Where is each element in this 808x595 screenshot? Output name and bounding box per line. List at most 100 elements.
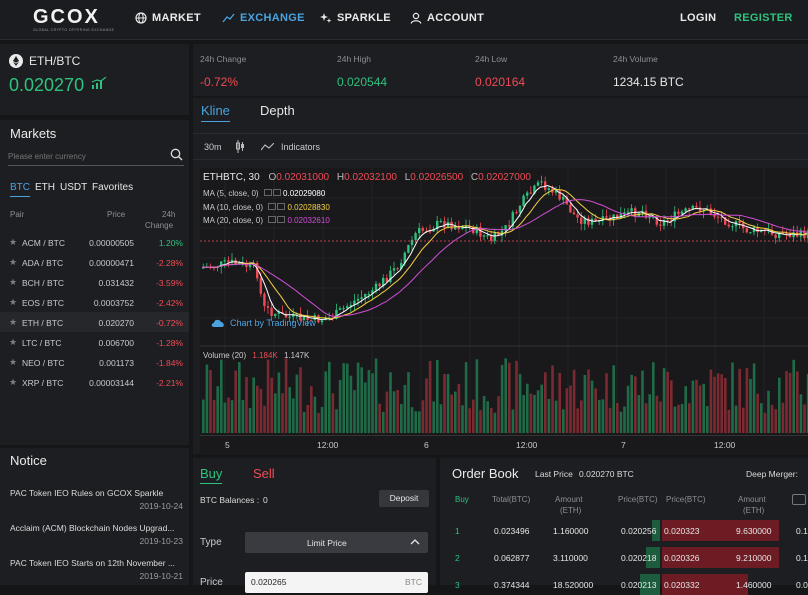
order-book-row[interactable]: 2 0.062877 3.110000 0.020218 0.020326 9.21000… xyxy=(440,547,808,568)
x-tick: 6 xyxy=(424,440,429,450)
ohlc-c-label: C xyxy=(470,172,479,183)
candle-body xyxy=(335,309,338,319)
volume-bar xyxy=(396,390,399,433)
nav-account[interactable]: ACCOUNT xyxy=(410,12,484,24)
order-book-row[interactable]: 1 0.023496 1.160000 0.020256 0.020323 9.63000… xyxy=(440,520,808,541)
market-row[interactable]: ★ ACM / BTC 0.00000505 1.20% xyxy=(0,232,189,252)
volume-bar xyxy=(659,401,662,433)
volume-bar xyxy=(702,383,705,433)
notice-item-title[interactable]: PAC Token IEO Rules on GCOX Sparkle xyxy=(10,488,164,498)
star-icon[interactable]: ★ xyxy=(9,377,18,387)
kline-chart[interactable] xyxy=(200,168,808,453)
volume-bar xyxy=(508,362,511,433)
chart-area[interactable]: ETHBTC, 30 O0.02031000 H0.02032100 L0.02… xyxy=(200,168,808,453)
indicators-button[interactable]: Indicators xyxy=(281,142,321,152)
candle-body xyxy=(446,221,450,228)
volume-bar xyxy=(439,404,443,433)
star-icon[interactable]: ★ xyxy=(9,317,18,327)
volume-bar xyxy=(562,409,565,433)
market-change: -1.84% xyxy=(156,358,183,368)
tab-depth[interactable]: Depth xyxy=(260,103,295,118)
deposit-button[interactable]: Deposit xyxy=(379,490,429,507)
sell-tab[interactable]: Sell xyxy=(253,466,275,481)
volume-bar xyxy=(526,383,529,433)
ob-index: 2 xyxy=(455,553,460,563)
volume-bar xyxy=(382,411,385,433)
candle-body xyxy=(562,196,565,200)
volume-bar xyxy=(760,403,763,433)
nav-sparkle[interactable]: SPARKLE xyxy=(320,12,391,24)
register-link[interactable]: REGISTER xyxy=(734,12,793,24)
volume-bar xyxy=(432,401,435,433)
logo[interactable]: GCOX GLOBAL CRYPTO OFFERING EXCHANGE xyxy=(33,6,117,36)
star-icon[interactable]: ★ xyxy=(9,237,18,247)
ma-label: MA (20, close, 0) xyxy=(203,216,264,225)
price-input[interactable]: 0.020265 BTC xyxy=(245,572,428,593)
volume-bar xyxy=(497,396,500,433)
price-unit: BTC xyxy=(405,577,422,587)
order-type-select[interactable]: Limit Price xyxy=(245,532,428,553)
market-price: 0.00000505 xyxy=(89,238,134,248)
volume-bar xyxy=(558,372,561,433)
star-icon[interactable]: ★ xyxy=(9,297,18,307)
currency-search-input[interactable] xyxy=(8,148,184,166)
market-tab-eth[interactable]: ETH xyxy=(35,182,55,193)
buy-tab[interactable]: Buy xyxy=(200,466,223,484)
volume-bar xyxy=(270,377,273,433)
market-row[interactable]: ★ ETH / BTC 0.020270 -0.72% xyxy=(0,312,189,332)
candle-style-icon[interactable] xyxy=(235,140,245,153)
volume-bar xyxy=(623,406,626,433)
ob-column-toggle[interactable] xyxy=(792,494,806,505)
candle-body xyxy=(360,297,363,299)
candle-body xyxy=(630,208,633,212)
candle-body xyxy=(594,218,597,222)
ob-header-amount-unit: (ETH) xyxy=(560,506,582,515)
deep-merger-label[interactable]: Deep Merger: xyxy=(746,469,798,479)
market-row[interactable]: ★ EOS / BTC 0.0003752 -2.42% xyxy=(0,292,189,312)
market-row[interactable]: ★ ADA / BTC 0.00000471 -2.28% xyxy=(0,252,189,272)
candle-body xyxy=(518,205,522,213)
nav-exchange[interactable]: EXCHANGE xyxy=(222,12,305,24)
volume-bar xyxy=(680,403,684,433)
market-row[interactable]: ★ XRP / BTC 0.00003144 -2.21% xyxy=(0,372,189,392)
volume-bar xyxy=(533,394,536,433)
star-icon[interactable]: ★ xyxy=(9,277,18,287)
volume-bar xyxy=(364,382,367,433)
market-row[interactable]: ★ LTC / BTC 0.006700 -1.28% xyxy=(0,332,189,352)
notice-item-title[interactable]: PAC Token IEO Starts on 12th November ..… xyxy=(10,558,176,568)
market-tab-usdt[interactable]: USDT xyxy=(60,182,88,193)
volume-bar xyxy=(673,406,677,433)
volume-bar xyxy=(349,375,353,433)
ob-amount: 3.110000 xyxy=(553,553,588,563)
volume-bar xyxy=(256,385,259,433)
volume-bar xyxy=(637,395,641,433)
tab-kline[interactable]: Kline xyxy=(201,103,230,122)
market-row[interactable]: ★ NEO / BTC 0.001173 -1.84% xyxy=(0,352,189,372)
login-link[interactable]: LOGIN xyxy=(680,12,717,24)
volume-bar xyxy=(313,396,317,433)
col-header-price: Price xyxy=(107,210,126,219)
volume-bar xyxy=(648,394,651,433)
nav-sparkle-label: SPARKLE xyxy=(337,12,391,24)
candle-body xyxy=(421,228,424,231)
star-icon[interactable]: ★ xyxy=(9,257,18,267)
star-icon[interactable]: ★ xyxy=(9,337,18,347)
notice-item-title[interactable]: Acclaim (ACM) Blockchain Nodes Upgrad... xyxy=(10,523,175,533)
market-tab-btc[interactable]: BTC xyxy=(10,182,30,197)
market-tab-favorites[interactable]: Favorites xyxy=(92,182,134,193)
market-price: 0.006700 xyxy=(98,338,134,348)
nav-market[interactable]: MARKET xyxy=(135,12,201,24)
stat-value: 0.020544 xyxy=(337,75,388,89)
nav-exchange-label: EXCHANGE xyxy=(240,12,305,24)
star-icon[interactable]: ★ xyxy=(9,357,18,367)
volume-bar xyxy=(515,360,518,433)
search-icon[interactable] xyxy=(170,148,183,161)
candle-body xyxy=(580,217,583,224)
candle-body xyxy=(403,252,406,264)
candle-body xyxy=(338,308,342,310)
market-row[interactable]: ★ BCH / BTC 0.031432 -3.59% xyxy=(0,272,189,292)
bar-chart-icon xyxy=(91,77,107,89)
interval-selector[interactable]: 30m xyxy=(204,142,222,152)
volume-bar xyxy=(428,360,432,433)
volume-bar xyxy=(346,363,349,433)
